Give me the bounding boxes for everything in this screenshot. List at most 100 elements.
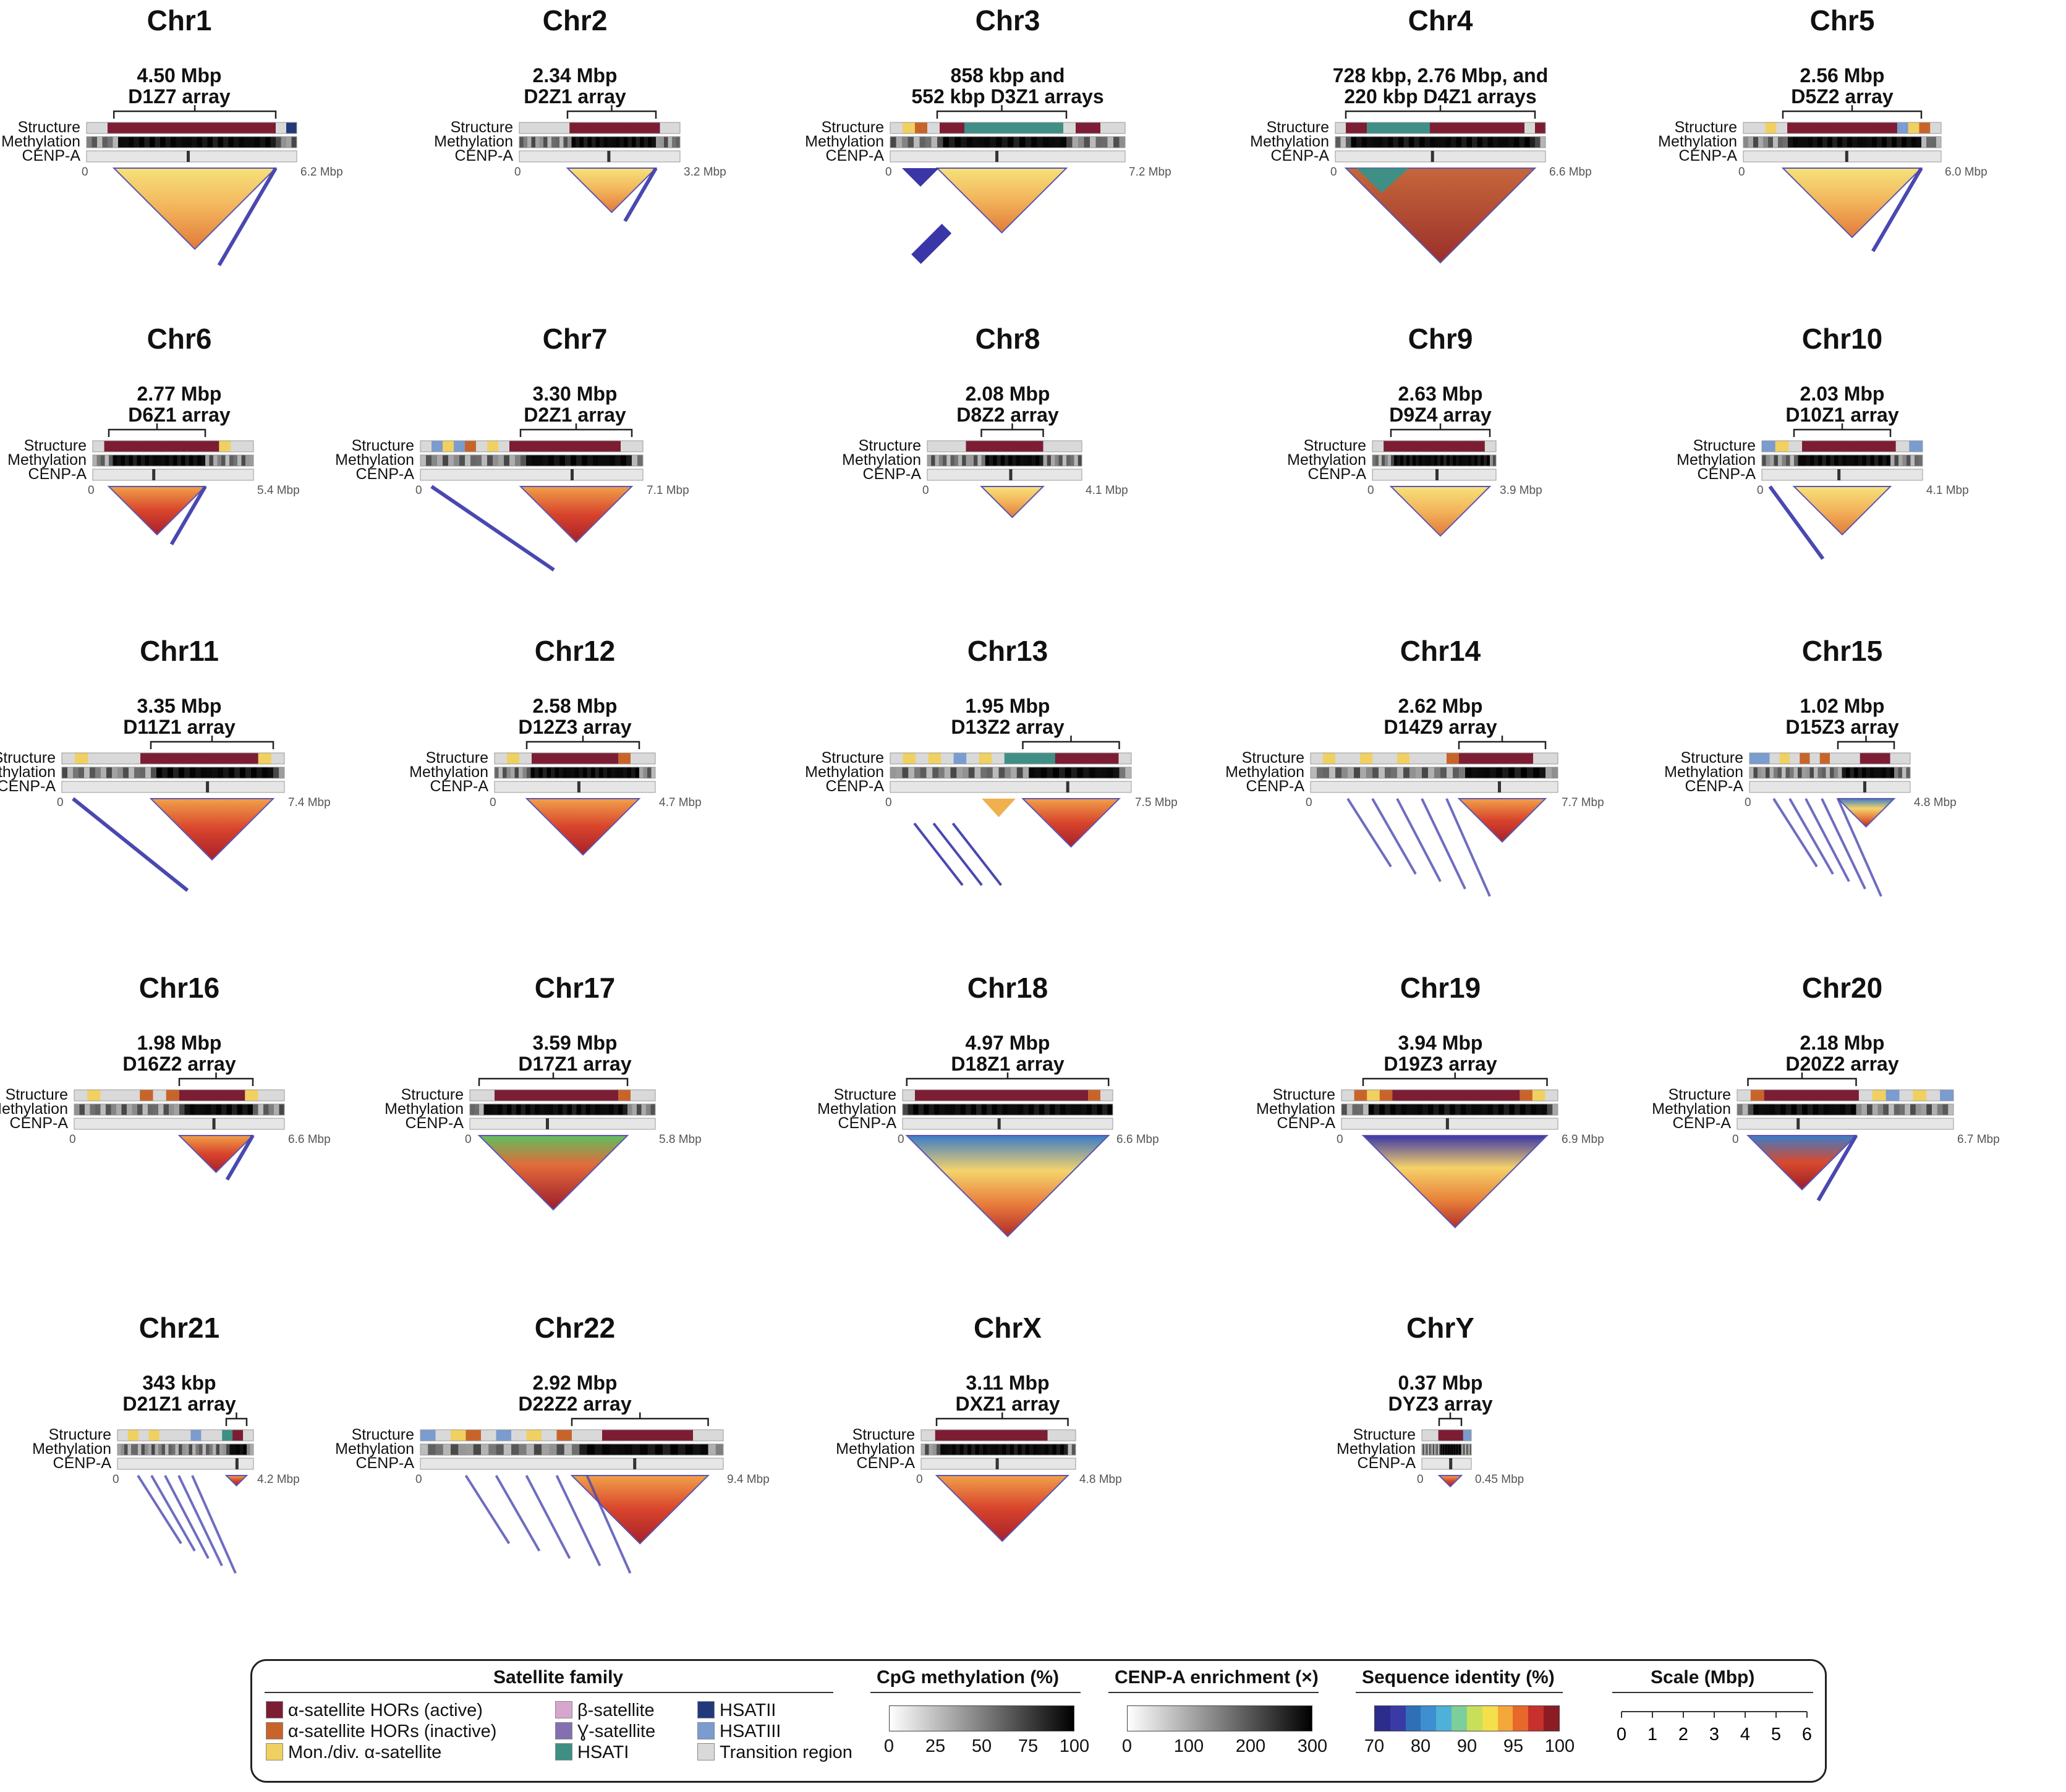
methylation-bin <box>925 137 932 148</box>
methylation-bin <box>592 137 596 148</box>
cenpa-track <box>61 781 285 793</box>
structure-segment <box>1809 122 1821 134</box>
structure-segment <box>171 122 182 134</box>
methylation-track <box>1762 455 1923 466</box>
structure-segment <box>927 122 940 134</box>
identity-triangle <box>1344 168 1537 264</box>
methylation-bin <box>431 455 438 466</box>
methylation-bin <box>1902 455 1907 466</box>
methylation-bin <box>1064 1444 1068 1455</box>
methylation-bin <box>1000 455 1005 466</box>
methylation-bin <box>650 1104 656 1115</box>
methylation-bin <box>437 455 443 466</box>
methylation-bin <box>172 1444 176 1455</box>
structure-segment <box>1440 122 1452 134</box>
methylation-bin <box>145 455 150 466</box>
methylation-bin <box>1753 137 1759 148</box>
methylation-bin <box>538 767 543 778</box>
structure-segment <box>621 441 632 452</box>
methylation-bin <box>548 455 555 466</box>
methylation-bin <box>184 1104 190 1115</box>
axis-end-label: 6.0 Mbp <box>1945 166 1987 179</box>
axis-end-label: 4.8 Mbp <box>1079 1473 1122 1486</box>
methylation-bin <box>954 455 959 466</box>
track-label-structure: Structure <box>1266 119 1329 136</box>
structure-segment <box>1869 441 1883 452</box>
structure-segment <box>1819 753 1830 764</box>
off-diagonal-band <box>495 1475 541 1552</box>
structure-segment <box>207 441 219 452</box>
structure-segment <box>1855 441 1869 452</box>
structure-segment <box>964 1090 977 1101</box>
track-label-methylation: Methylation <box>0 1100 68 1118</box>
methylation-bin <box>627 137 632 148</box>
methylation-bin <box>1471 455 1475 466</box>
methylation-bin <box>943 455 947 466</box>
methylation-bin <box>1414 137 1420 148</box>
methylation-bin <box>1907 455 1911 466</box>
methylation-bin <box>543 137 548 148</box>
structure-segment <box>1055 753 1068 764</box>
methylation-bin <box>1071 1444 1076 1455</box>
axis-start-label: 0 <box>1306 796 1312 809</box>
methylation-bin <box>595 767 600 778</box>
methylation-bin <box>542 1444 550 1455</box>
methylation-bin <box>87 137 92 148</box>
array-bracket <box>108 423 206 437</box>
off-diagonal-band <box>932 822 983 886</box>
methylation-bin <box>488 1104 493 1115</box>
methylation-bin <box>205 455 210 466</box>
methylation-bin <box>948 1444 953 1455</box>
structure-segment <box>1438 1430 1447 1441</box>
structure-segment <box>543 441 555 452</box>
track-label-cenpa: CENP-A <box>28 465 87 483</box>
structure-segment <box>1750 1090 1765 1101</box>
methylation-bin <box>640 1444 648 1455</box>
off-diagonal-band <box>169 485 207 546</box>
methylation-bin <box>1039 1104 1045 1115</box>
methylation-bin <box>615 767 619 778</box>
identity-triangle <box>112 168 278 250</box>
methylation-bin <box>1002 1444 1006 1455</box>
methylation-bin <box>567 767 571 778</box>
methylation-bin <box>101 767 107 778</box>
methylation-bin <box>1932 1104 1938 1115</box>
methylation-bin <box>1766 767 1770 778</box>
array-size-label: 858 kbp and <box>950 64 1065 87</box>
methylation-bin <box>563 1104 568 1115</box>
structure-segment <box>1461 122 1473 134</box>
structure-segment <box>1451 122 1462 134</box>
structure-segment <box>678 1430 694 1441</box>
methylation-bin <box>62 767 68 778</box>
methylation-bin <box>1737 1104 1743 1115</box>
methylation-border <box>1335 136 1546 148</box>
methylation-bin <box>1435 137 1441 148</box>
methylation-bin <box>117 767 124 778</box>
methylation-bin <box>129 455 134 466</box>
methylation-bin <box>1806 767 1810 778</box>
legend-item: HSATI <box>555 1743 629 1762</box>
panel-graphic <box>86 105 297 266</box>
methylation-bin <box>1911 137 1917 148</box>
legend-label: α-satellite HORs (active) <box>288 1701 483 1720</box>
side-triangle <box>1356 168 1409 193</box>
methylation-bin <box>1443 455 1447 466</box>
methylation-bin <box>184 767 190 778</box>
methylation-bin <box>1444 1104 1450 1115</box>
structure-segment <box>1422 753 1435 764</box>
methylation-bin <box>1433 1444 1435 1455</box>
methylation-bin <box>420 1444 428 1455</box>
structure-segment <box>74 1090 88 1101</box>
structure-segment <box>465 441 477 452</box>
methylation-bin <box>158 1444 162 1455</box>
methylation-bin <box>576 455 582 466</box>
structure-segment <box>258 753 272 764</box>
structure-segment <box>496 1430 512 1441</box>
methylation-bin <box>556 1444 565 1455</box>
track-label-methylation: Methylation <box>805 133 884 150</box>
methylation-bin <box>1778 455 1782 466</box>
array-size-label: 2.18 Mbp <box>1800 1032 1885 1054</box>
array-name-label: DXZ1 array <box>955 1393 1060 1415</box>
structure-segment <box>953 753 967 764</box>
structure-segment <box>97 122 108 134</box>
